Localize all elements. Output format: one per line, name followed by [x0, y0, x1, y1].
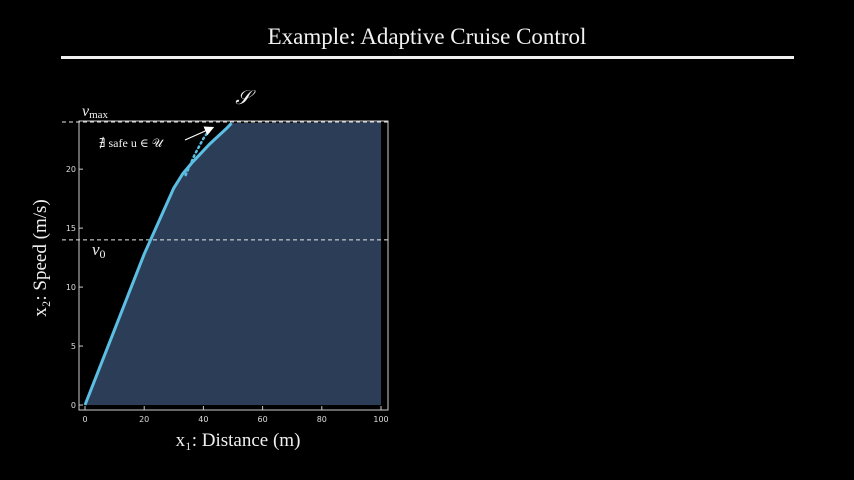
title-divider [61, 56, 794, 59]
y-axis-label: x₂: Speed (m/s) [30, 199, 51, 316]
y-tick-label: 20 [66, 165, 76, 174]
x-tick-label: 0 [82, 415, 87, 424]
slide-title: Example: Adaptive Cruise Control [267, 24, 587, 49]
set-label: 𝒮 [235, 87, 256, 109]
x-axis-ticks: 0 20 40 60 80 100 [82, 406, 389, 424]
y-tick-label: 15 [66, 224, 76, 233]
y-tick-label: 5 [71, 342, 76, 351]
safe-set-boundary-curve [83, 122, 233, 406]
x-tick-label: 80 [317, 415, 327, 424]
y-axis-ticks: 0 5 10 15 20 [66, 165, 83, 410]
x-tick-label: 60 [258, 415, 268, 424]
annotation-arrow [184, 126, 215, 141]
x-tick-label: 100 [373, 415, 388, 424]
no-safe-input-annotation: ∄ safe u ∈ 𝒰 [99, 136, 165, 150]
y-tick-label: 10 [66, 283, 76, 292]
safe-region-area [85, 122, 381, 405]
y-tick-label: 0 [71, 401, 76, 410]
x-tick-label: 40 [198, 415, 208, 424]
reference-lines [62, 121, 388, 241]
v0-label: v0 [92, 240, 106, 261]
x-tick-label: 20 [139, 415, 149, 424]
vmax-label: vmax [82, 103, 109, 121]
x-axis-label: x₁: Distance (m) [176, 430, 301, 451]
plot-frame [78, 120, 389, 411]
